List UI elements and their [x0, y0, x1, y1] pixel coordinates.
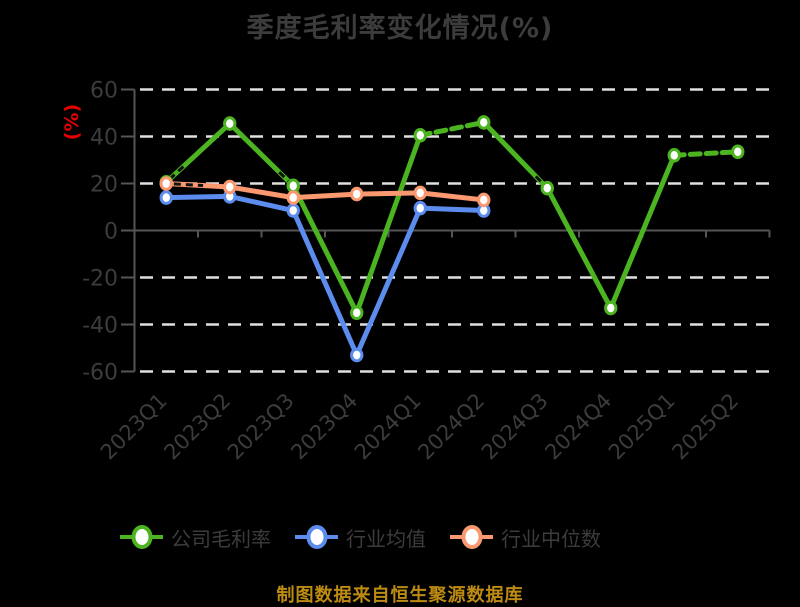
legend-marker-icon — [295, 525, 338, 549]
legend-item-company-gross-margin: 公司毛利率 — [120, 523, 271, 552]
svg-text:2023Q1: 2023Q1 — [96, 389, 172, 465]
svg-text:2024Q4: 2024Q4 — [540, 389, 616, 465]
svg-text:-60: -60 — [82, 361, 118, 386]
svg-text:0: 0 — [104, 220, 118, 245]
legend-item-industry-median: 行业中位数 — [450, 523, 601, 552]
footer-source-note: 制图数据来自恒生聚源数据库 — [276, 585, 524, 606]
svg-text:2025Q1: 2025Q1 — [604, 389, 680, 465]
legend-label: 公司毛利率 — [171, 526, 271, 551]
svg-text:-20: -20 — [82, 267, 118, 292]
svg-text:2023Q2: 2023Q2 — [159, 389, 235, 465]
legend-label: 行业均值 — [346, 526, 426, 551]
legend-marker-icon — [120, 525, 163, 549]
svg-text:40: 40 — [90, 126, 118, 151]
svg-text:2024Q3: 2024Q3 — [477, 389, 553, 465]
svg-text:2023Q3: 2023Q3 — [223, 389, 299, 465]
svg-text:60: 60 — [90, 79, 118, 104]
legend-label: 行业中位数 — [501, 526, 601, 551]
svg-text:2024Q2: 2024Q2 — [413, 389, 489, 465]
svg-text:2025Q2: 2025Q2 — [667, 389, 743, 465]
legend-item-industry-average: 行业均值 — [295, 523, 426, 552]
legend-marker-icon — [450, 525, 493, 549]
svg-text:2023Q4: 2023Q4 — [286, 389, 362, 465]
chart-title: 季度毛利率变化情况(%) — [246, 13, 554, 44]
svg-text:2024Q1: 2024Q1 — [350, 389, 426, 465]
svg-text:20: 20 — [90, 173, 118, 198]
svg-text:-40: -40 — [82, 314, 118, 339]
chart-legend: 公司毛利率 行业均值 行业中位数 — [120, 521, 601, 553]
